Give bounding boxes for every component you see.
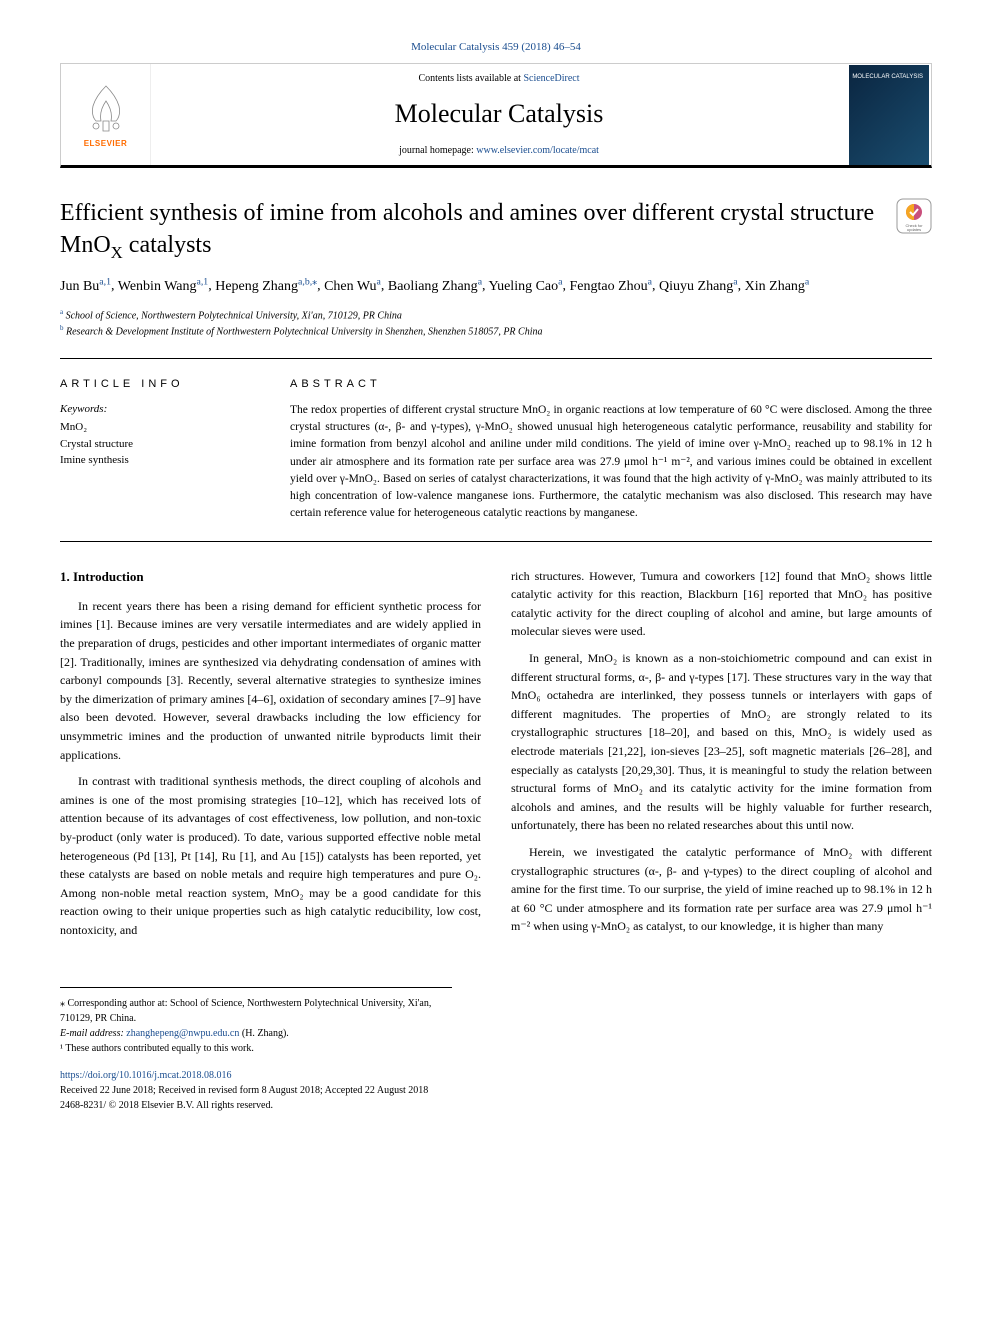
contribution-note: ¹ These authors contributed equally to t…: [60, 1041, 452, 1056]
corresponding-author: ⁎ Corresponding author at: School of Sci…: [60, 996, 452, 1026]
author-mark[interactable]: a: [478, 276, 482, 287]
author-mark[interactable]: a: [733, 276, 737, 287]
author-mark[interactable]: a,1: [197, 276, 209, 287]
doi-link[interactable]: https://doi.org/10.1016/j.mcat.2018.08.0…: [60, 1070, 231, 1081]
abstract: ABSTRACT The redox properties of differe…: [290, 377, 932, 523]
col2-p3: Herein, we investigated the catalytic pe…: [511, 843, 932, 936]
copyright-line: 2468-8231/ © 2018 Elsevier B.V. All righ…: [60, 1098, 932, 1113]
author: Yueling Caoa: [489, 279, 563, 294]
column-right: rich structures. However, Tumura and cow…: [511, 567, 932, 948]
author: Xin Zhanga: [745, 279, 810, 294]
author-mark[interactable]: a: [558, 276, 562, 287]
column-left: 1. Introduction In recent years there ha…: [60, 567, 481, 948]
author-mark[interactable]: a: [648, 276, 652, 287]
divider-top: [60, 358, 932, 359]
affiliation: a School of Science, Northwestern Polyte…: [60, 307, 932, 323]
email-link[interactable]: zhanghepeng@nwpu.edu.cn: [126, 1028, 239, 1039]
author-list: Jun Bua,1, Wenbin Wanga,1, Hepeng Zhanga…: [60, 275, 932, 297]
abstract-text: The redox properties of different crysta…: [290, 402, 932, 523]
email-suffix: (H. Zhang).: [239, 1028, 288, 1039]
author: Hepeng Zhanga,b,⁎: [215, 279, 317, 294]
article-title: Efficient synthesis of imine from alcoho…: [60, 198, 932, 263]
two-column-body: 1. Introduction In recent years there ha…: [60, 567, 932, 948]
author: Baoliang Zhanga: [388, 279, 482, 294]
author-mark[interactable]: a,b,⁎: [298, 276, 317, 287]
author: Jun Bua,1: [60, 279, 111, 294]
keywords-list: MnO₂Crystal structureImine synthesis: [60, 419, 260, 469]
cover-title-text: MOLECULAR CATALYSIS: [852, 73, 923, 81]
col2-p1: rich structures. However, Tumura and cow…: [511, 567, 932, 641]
journal-masthead: ELSEVIER Contents lists available at Sci…: [60, 63, 932, 168]
section-1-heading: 1. Introduction: [60, 567, 481, 587]
affiliations: a School of Science, Northwestern Polyte…: [60, 307, 932, 340]
article-info: ARTICLE INFO Keywords: MnO₂Crystal struc…: [60, 377, 260, 523]
author: Fengtao Zhoua: [570, 279, 653, 294]
keyword: Imine synthesis: [60, 452, 260, 469]
col1-p1: In recent years there has been a rising …: [60, 597, 481, 764]
sciencedirect-link[interactable]: ScienceDirect: [523, 73, 579, 84]
citation-link[interactable]: Molecular Catalysis 459 (2018) 46–54: [60, 40, 932, 55]
info-abstract-row: ARTICLE INFO Keywords: MnO₂Crystal struc…: [60, 377, 932, 523]
contents-line: Contents lists available at ScienceDirec…: [159, 72, 839, 86]
homepage-link[interactable]: www.elsevier.com/locate/mcat: [476, 145, 599, 156]
author: Wenbin Wanga,1: [118, 279, 208, 294]
email-line: E-mail address: zhanghepeng@nwpu.edu.cn …: [60, 1026, 452, 1041]
elsevier-label: ELSEVIER: [84, 138, 128, 149]
email-label: E-mail address:: [60, 1028, 126, 1039]
masthead-center: Contents lists available at ScienceDirec…: [151, 64, 847, 166]
affiliation: b Research & Development Institute of No…: [60, 323, 932, 339]
author-mark[interactable]: a: [377, 276, 381, 287]
elsevier-tree-icon: [81, 81, 131, 136]
elsevier-logo: ELSEVIER: [61, 64, 151, 165]
keyword: Crystal structure: [60, 436, 260, 453]
journal-cover-thumbnail: MOLECULAR CATALYSIS: [849, 65, 929, 165]
footer: https://doi.org/10.1016/j.mcat.2018.08.0…: [60, 1068, 932, 1113]
title-post: catalysts: [123, 232, 212, 258]
homepage-line: journal homepage: www.elsevier.com/locat…: [159, 144, 839, 158]
author-mark[interactable]: a: [805, 276, 809, 287]
check-updates-badge[interactable]: Check for updates: [896, 198, 932, 234]
svg-text:updates: updates: [907, 227, 921, 232]
author: Qiuyu Zhanga: [659, 279, 738, 294]
citation-text[interactable]: Molecular Catalysis 459 (2018) 46–54: [411, 41, 581, 53]
col1-p2: In contrast with traditional synthesis m…: [60, 772, 481, 939]
dates-line: Received 22 June 2018; Received in revis…: [60, 1083, 932, 1098]
author: Chen Wua: [324, 279, 381, 294]
author-mark[interactable]: a,1: [99, 276, 111, 287]
homepage-prefix: journal homepage:: [399, 145, 476, 156]
col2-p2: In general, MnO₂ is known as a non-stoic…: [511, 649, 932, 835]
body-section: 1. Introduction In recent years there ha…: [60, 567, 932, 948]
divider-bottom: [60, 541, 932, 542]
contents-prefix: Contents lists available at: [418, 73, 523, 84]
article-header: Efficient synthesis of imine from alcoho…: [60, 198, 932, 263]
article-info-label: ARTICLE INFO: [60, 377, 260, 392]
keyword: MnO₂: [60, 419, 260, 436]
keywords-label: Keywords:: [60, 402, 260, 417]
abstract-label: ABSTRACT: [290, 377, 932, 392]
title-subscript: X: [111, 242, 123, 261]
footnotes: ⁎ Corresponding author at: School of Sci…: [60, 987, 452, 1056]
journal-title: Molecular Catalysis: [159, 96, 839, 132]
